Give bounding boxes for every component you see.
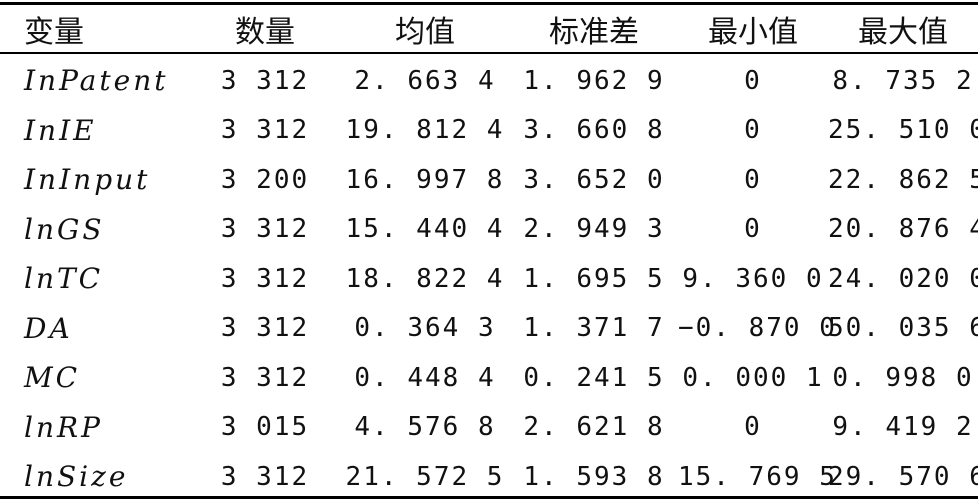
header-min: 最小值 [708,14,798,50]
cell-variable: MC [24,361,81,395]
cell-max: 20. 876 4 [828,214,978,245]
table-row: lnRP 3 015 4. 576 8 2. 621 8 0 9. 419 2 [0,403,978,453]
cell-min: 0. 000 1 [682,362,824,393]
cell-max: 0. 998 0 [832,362,974,393]
cell-count: 3 312 [220,313,310,344]
table-row: lnGS 3 312 15. 440 4 2. 949 3 0 20. 876 4 [0,205,978,255]
table-row: InIE 3 312 19. 812 4 3. 660 8 0 25. 510 0 [0,106,978,156]
cell-variable: DA [24,311,73,345]
cell-count: 3 312 [220,115,310,146]
cell-count: 3 312 [220,461,310,492]
cell-variable: lnGS [24,212,105,246]
cell-min: 0 [744,115,762,146]
cell-mean: 19. 812 4 [345,115,505,146]
cell-mean: 0. 364 3 [354,313,496,344]
cell-mean: 4. 576 8 [354,412,496,443]
cell-count: 3 015 [220,412,310,443]
cell-count: 3 200 [220,164,310,195]
cell-std: 1. 593 8 [523,461,665,492]
table-row: InPatent 3 312 2. 663 4 1. 962 9 0 8. 735 2 [0,52,978,106]
cell-max: 22. 862 5 [828,164,978,195]
cell-variable: lnTC [24,262,104,296]
table-row: InInput 3 200 16. 997 8 3. 652 0 0 22. 862 5 [0,155,978,205]
cell-max: 24. 020 0 [828,263,978,294]
cell-min: −0. 870 0 [678,313,837,344]
cell-min: 15. 769 5 [678,461,837,492]
cell-std: 2. 621 8 [523,412,665,443]
cell-variable: InIE [24,113,97,147]
cell-std: 1. 695 5 [523,263,665,294]
cell-count: 3 312 [220,214,310,245]
cell-max: 9. 419 2 [832,412,974,443]
stats-table: 变量 数量 均值 标准差 最小值 最大值 InPatent 3 312 2. 663… [0,5,978,502]
cell-max: 8. 735 2 [832,65,974,96]
cell-variable: lnRP [24,410,103,444]
table-row: MC 3 312 0. 448 4 0. 241 5 0. 000 1 0. 998 0 [0,353,978,403]
header-std: 标准差 [549,14,639,50]
cell-max: 29. 570 6 [828,461,978,492]
cell-mean: 15. 440 4 [345,214,505,245]
cell-std: 3. 652 0 [523,164,665,195]
cell-std: 3. 660 8 [523,115,665,146]
cell-mean: 21. 572 5 [345,461,505,492]
cell-min: 9. 360 0 [682,263,824,294]
cell-count: 3 312 [220,263,310,294]
cell-min: 0 [744,65,762,96]
header-variable: 变量 [24,14,84,50]
cell-variable: InInput [24,163,151,197]
cell-variable: lnSize [24,460,129,494]
cell-min: 0 [744,214,762,245]
header-rule [0,52,978,54]
cell-std: 1. 962 9 [523,65,665,96]
cell-mean: 0. 448 4 [354,362,496,393]
cell-mean: 16. 997 8 [345,164,505,195]
cell-count: 3 312 [220,65,310,96]
cell-min: 0 [744,412,762,443]
cell-std: 1. 371 7 [523,313,665,344]
header-mean: 均值 [395,14,455,50]
cell-std: 0. 241 5 [523,362,665,393]
header-count: 数量 [235,14,295,50]
cell-mean: 2. 663 4 [354,65,496,96]
cell-count: 3 312 [220,362,310,393]
top-rule [0,2,978,5]
header-row: 变量 数量 均值 标准差 最小值 最大值 [0,5,978,52]
cell-std: 2. 949 3 [523,214,665,245]
cell-variable: InPatent [24,64,169,98]
cell-max: 50. 035 6 [828,313,978,344]
cell-max: 25. 510 0 [828,115,978,146]
cell-min: 0 [744,164,762,195]
bottom-rule [0,496,978,499]
table-row: lnTC 3 312 18. 822 4 1. 695 5 9. 360 0 24. 02… [0,254,978,304]
cell-mean: 18. 822 4 [345,263,505,294]
table-row: DA 3 312 0. 364 3 1. 371 7 −0. 870 0 50. 035 … [0,304,978,354]
header-max: 最大值 [858,14,948,50]
table-row: lnSize 3 312 21. 572 5 1. 593 8 15. 769 5 29.… [0,452,978,502]
